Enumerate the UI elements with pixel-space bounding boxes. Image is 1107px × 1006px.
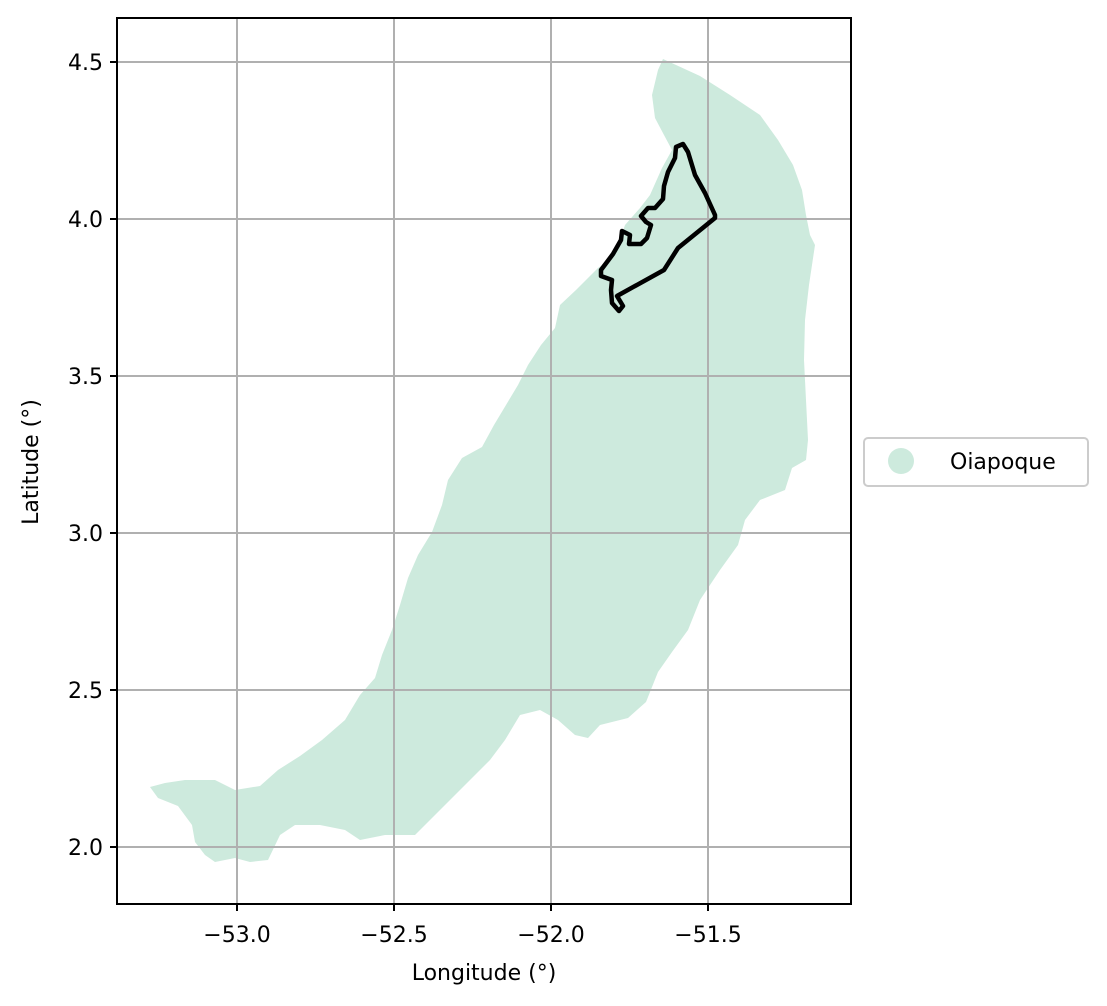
x-tick-label: −52.0 bbox=[517, 923, 584, 948]
x-tick-label: −53.0 bbox=[203, 923, 270, 948]
x-tick-label: −51.5 bbox=[674, 923, 741, 948]
gridlines bbox=[117, 18, 851, 904]
y-tick-label: 3.5 bbox=[68, 365, 103, 390]
y-tick-label: 2.0 bbox=[68, 836, 103, 861]
y-tick-label: 4.5 bbox=[68, 51, 103, 76]
y-axis-title: Latitude (°) bbox=[19, 399, 44, 525]
legend-marker-oiapoque bbox=[888, 448, 914, 474]
y-tick-label: 2.5 bbox=[68, 679, 103, 704]
region-oiapoque-shape bbox=[150, 59, 815, 862]
x-tick-label: −52.5 bbox=[360, 923, 427, 948]
y-axis: 2.0 2.5 3.0 3.5 4.0 4.5 bbox=[68, 51, 117, 861]
x-axis-title: Longitude (°) bbox=[412, 961, 557, 986]
legend: Oiapoque bbox=[863, 437, 1089, 487]
x-axis: −53.0 −52.5 −52.0 −51.5 bbox=[203, 904, 742, 948]
legend-label-oiapoque: Oiapoque bbox=[950, 450, 1056, 475]
highlight-outline bbox=[598, 141, 718, 314]
y-tick-label: 4.0 bbox=[68, 208, 103, 233]
y-tick-label: 3.0 bbox=[68, 522, 103, 547]
legend-box bbox=[863, 437, 1089, 487]
axes-frame bbox=[116, 17, 852, 905]
